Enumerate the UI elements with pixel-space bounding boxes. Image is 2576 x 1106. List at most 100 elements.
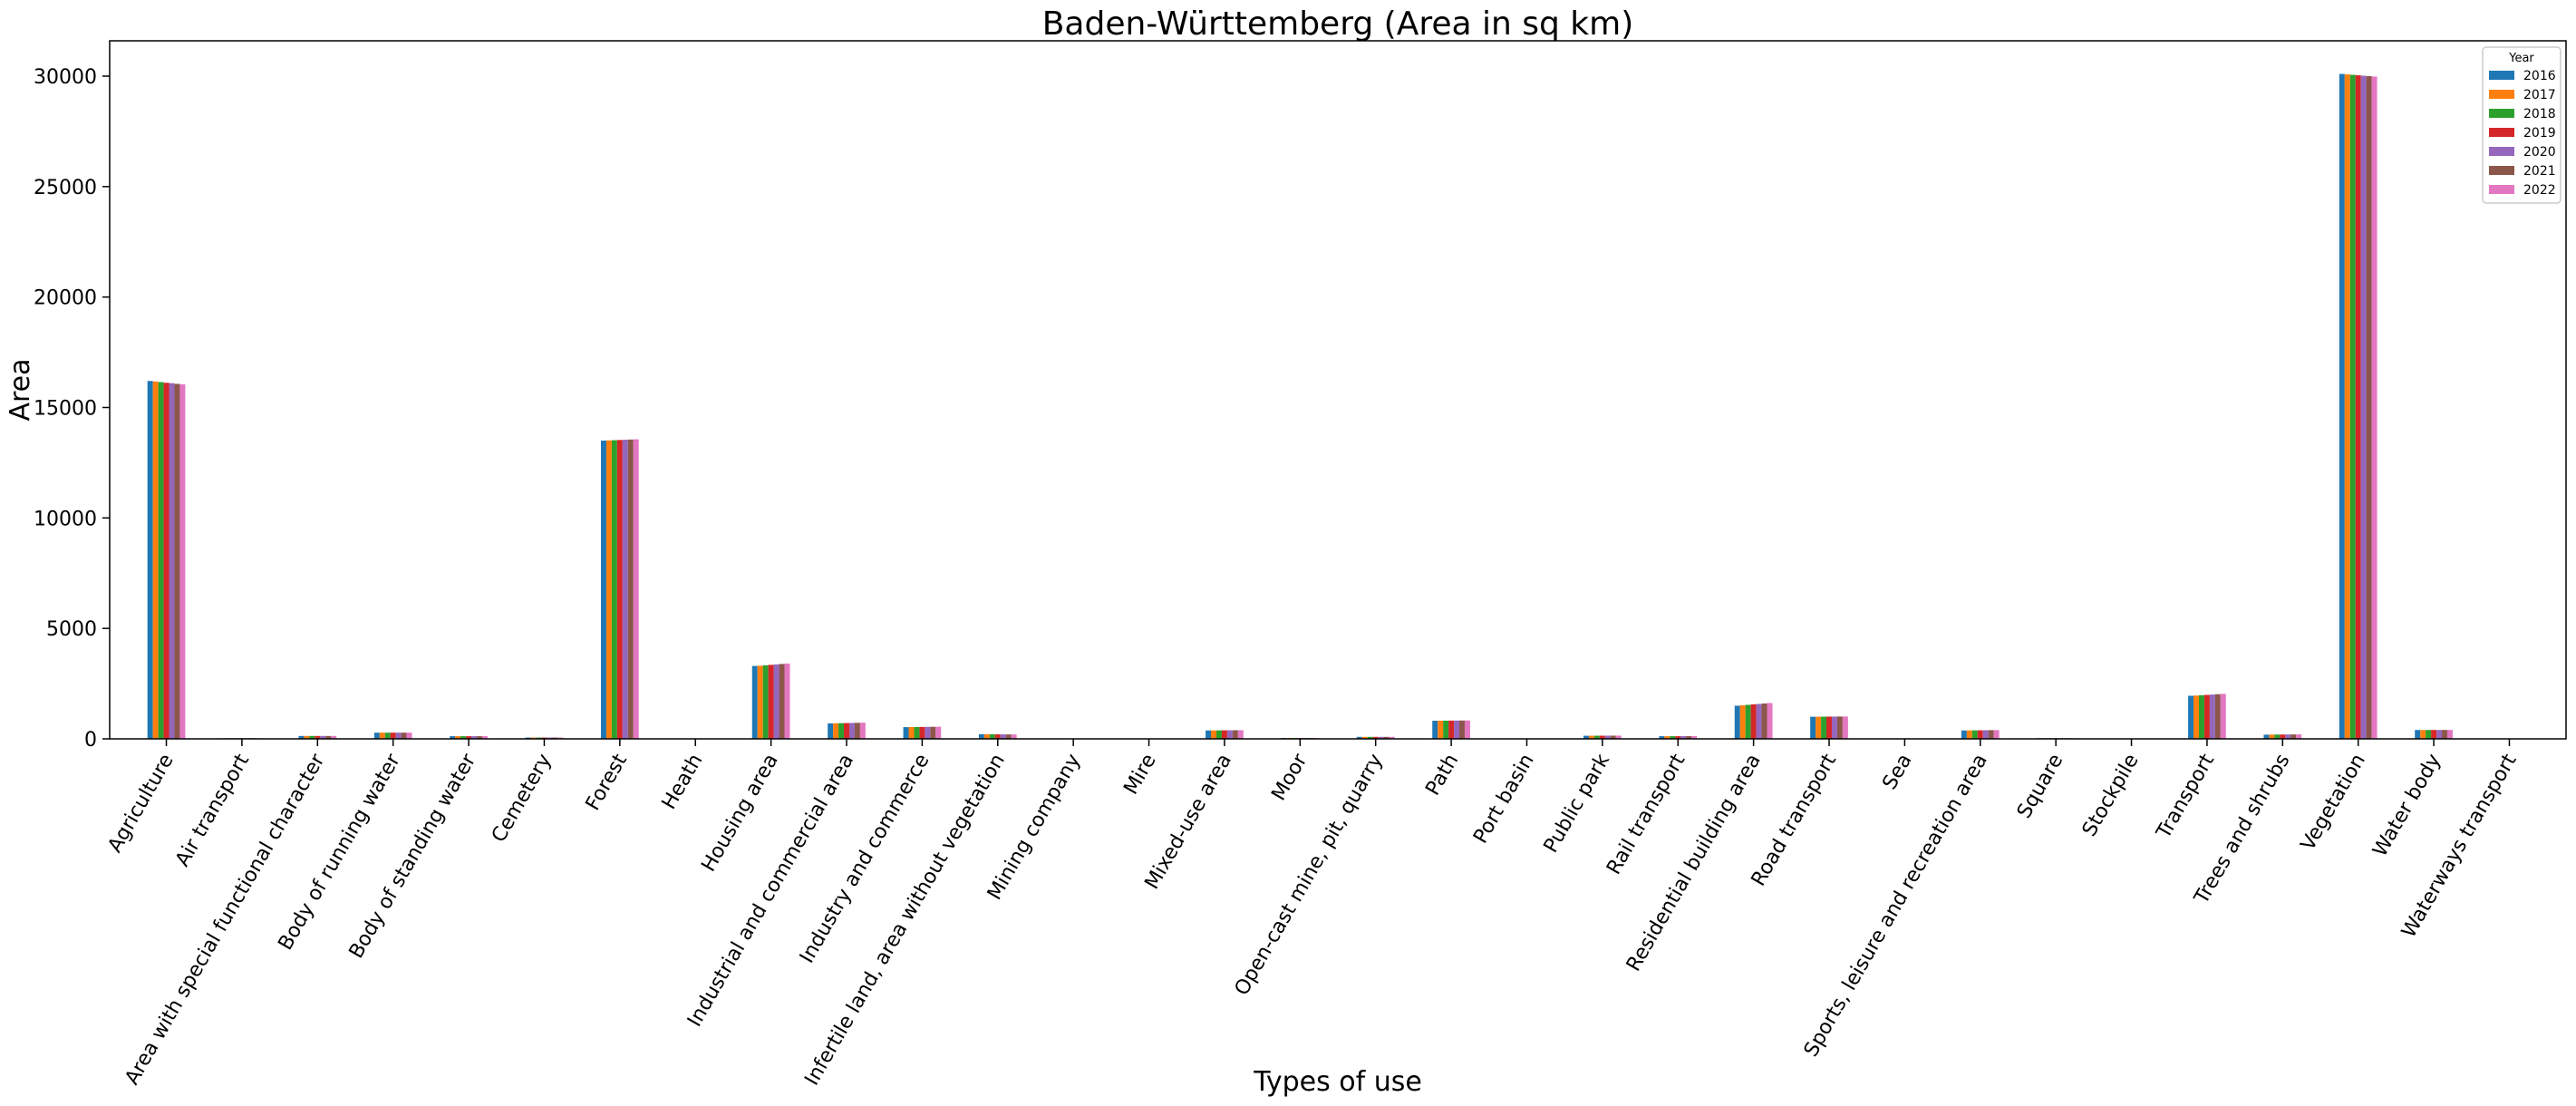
bar xyxy=(828,723,834,739)
bar xyxy=(903,727,909,739)
bar xyxy=(1232,730,1238,739)
bar xyxy=(2339,73,2345,740)
legend-label: 2022 xyxy=(2523,183,2556,198)
bar xyxy=(838,723,845,739)
bar xyxy=(2442,730,2447,739)
bar xyxy=(2203,694,2210,739)
bar xyxy=(174,383,180,739)
bar xyxy=(1836,716,1843,739)
bar xyxy=(1826,716,1832,739)
bar xyxy=(1588,735,1594,739)
bar xyxy=(1215,730,1222,739)
x-tick-label: Cemetery xyxy=(488,750,557,846)
bar xyxy=(978,733,984,739)
bar xyxy=(605,440,612,739)
bar xyxy=(1454,720,1460,739)
bar xyxy=(1464,720,1470,739)
bar xyxy=(1459,720,1465,739)
bar xyxy=(1593,735,1600,739)
legend-frame xyxy=(2482,46,2561,204)
bar xyxy=(481,736,488,739)
legend-swatch xyxy=(2489,90,2514,99)
bar xyxy=(2274,734,2281,739)
x-tick-label: Transport xyxy=(2152,750,2219,843)
bar xyxy=(2366,75,2372,740)
bar xyxy=(2415,730,2421,739)
bar xyxy=(450,736,456,739)
x-tick-label: Open-cast mine, pit, quarry xyxy=(1231,750,1388,999)
x-tick-label: Forest xyxy=(582,750,633,814)
bar xyxy=(2420,730,2426,739)
bar xyxy=(1821,716,1827,739)
bar xyxy=(2280,734,2286,739)
x-tick-label: Body of standing water xyxy=(345,750,481,963)
bar xyxy=(1659,736,1665,739)
y-tick-label: 5000 xyxy=(46,618,97,641)
bar xyxy=(401,732,407,739)
bar xyxy=(833,723,839,739)
bar xyxy=(2214,694,2221,739)
bar xyxy=(1767,703,1773,739)
bar xyxy=(1691,736,1698,739)
bar xyxy=(406,732,412,739)
legend-swatch xyxy=(2489,71,2514,80)
bar xyxy=(930,726,936,739)
bar xyxy=(169,383,175,739)
bar xyxy=(762,665,769,739)
bar xyxy=(1982,730,1989,739)
bar xyxy=(854,723,860,739)
bar xyxy=(1670,736,1676,739)
bar xyxy=(601,441,606,739)
legend-title: Year xyxy=(2508,52,2534,65)
bar xyxy=(1615,735,1622,739)
bar xyxy=(1680,736,1687,739)
bar xyxy=(2193,695,2199,739)
bar xyxy=(395,732,402,739)
x-tick-label: Rail transport xyxy=(1603,750,1690,878)
y-tick-label: 0 xyxy=(84,729,97,752)
x-tick-label: Vegetation xyxy=(2297,750,2370,854)
x-tick-label: Heath xyxy=(658,750,708,813)
bar xyxy=(179,383,186,739)
x-tick-label: Public park xyxy=(1540,750,1614,857)
bar xyxy=(914,726,920,739)
bar xyxy=(908,727,915,739)
bar xyxy=(1432,721,1438,739)
bar xyxy=(616,440,623,739)
bar xyxy=(147,381,153,739)
bar xyxy=(919,726,925,739)
bar xyxy=(768,665,774,739)
bar xyxy=(2285,734,2291,739)
bar xyxy=(1686,736,1692,739)
bar xyxy=(460,736,467,739)
legend-swatch xyxy=(2489,185,2514,194)
bar xyxy=(1583,735,1589,739)
bar xyxy=(1226,730,1233,739)
bar xyxy=(1810,716,1816,739)
bar xyxy=(2349,74,2356,739)
chart-title: Baden-Württemberg (Area in sq km) xyxy=(1042,5,1634,43)
bar xyxy=(379,732,385,739)
bar xyxy=(1734,705,1740,739)
bar xyxy=(622,440,628,739)
x-tick-label: Stockpile xyxy=(2078,751,2144,841)
x-tick-label: Sports, leisure and recreation area xyxy=(1800,751,1992,1062)
legend-label: 2021 xyxy=(2523,164,2556,179)
bar xyxy=(1237,730,1244,739)
bar xyxy=(309,735,315,739)
bar xyxy=(2263,734,2270,739)
y-tick-label: 30000 xyxy=(34,66,97,89)
legend-label: 2018 xyxy=(2523,107,2556,121)
bar xyxy=(1966,730,1972,739)
bar xyxy=(1372,736,1379,739)
bar xyxy=(2426,730,2432,739)
bar xyxy=(1604,735,1611,739)
bar xyxy=(1610,735,1616,739)
bar xyxy=(315,735,321,739)
bar xyxy=(773,664,780,739)
bar xyxy=(1816,716,1822,739)
bar xyxy=(2446,730,2453,739)
legend-label: 2020 xyxy=(2523,145,2556,160)
bar xyxy=(1211,730,1216,739)
